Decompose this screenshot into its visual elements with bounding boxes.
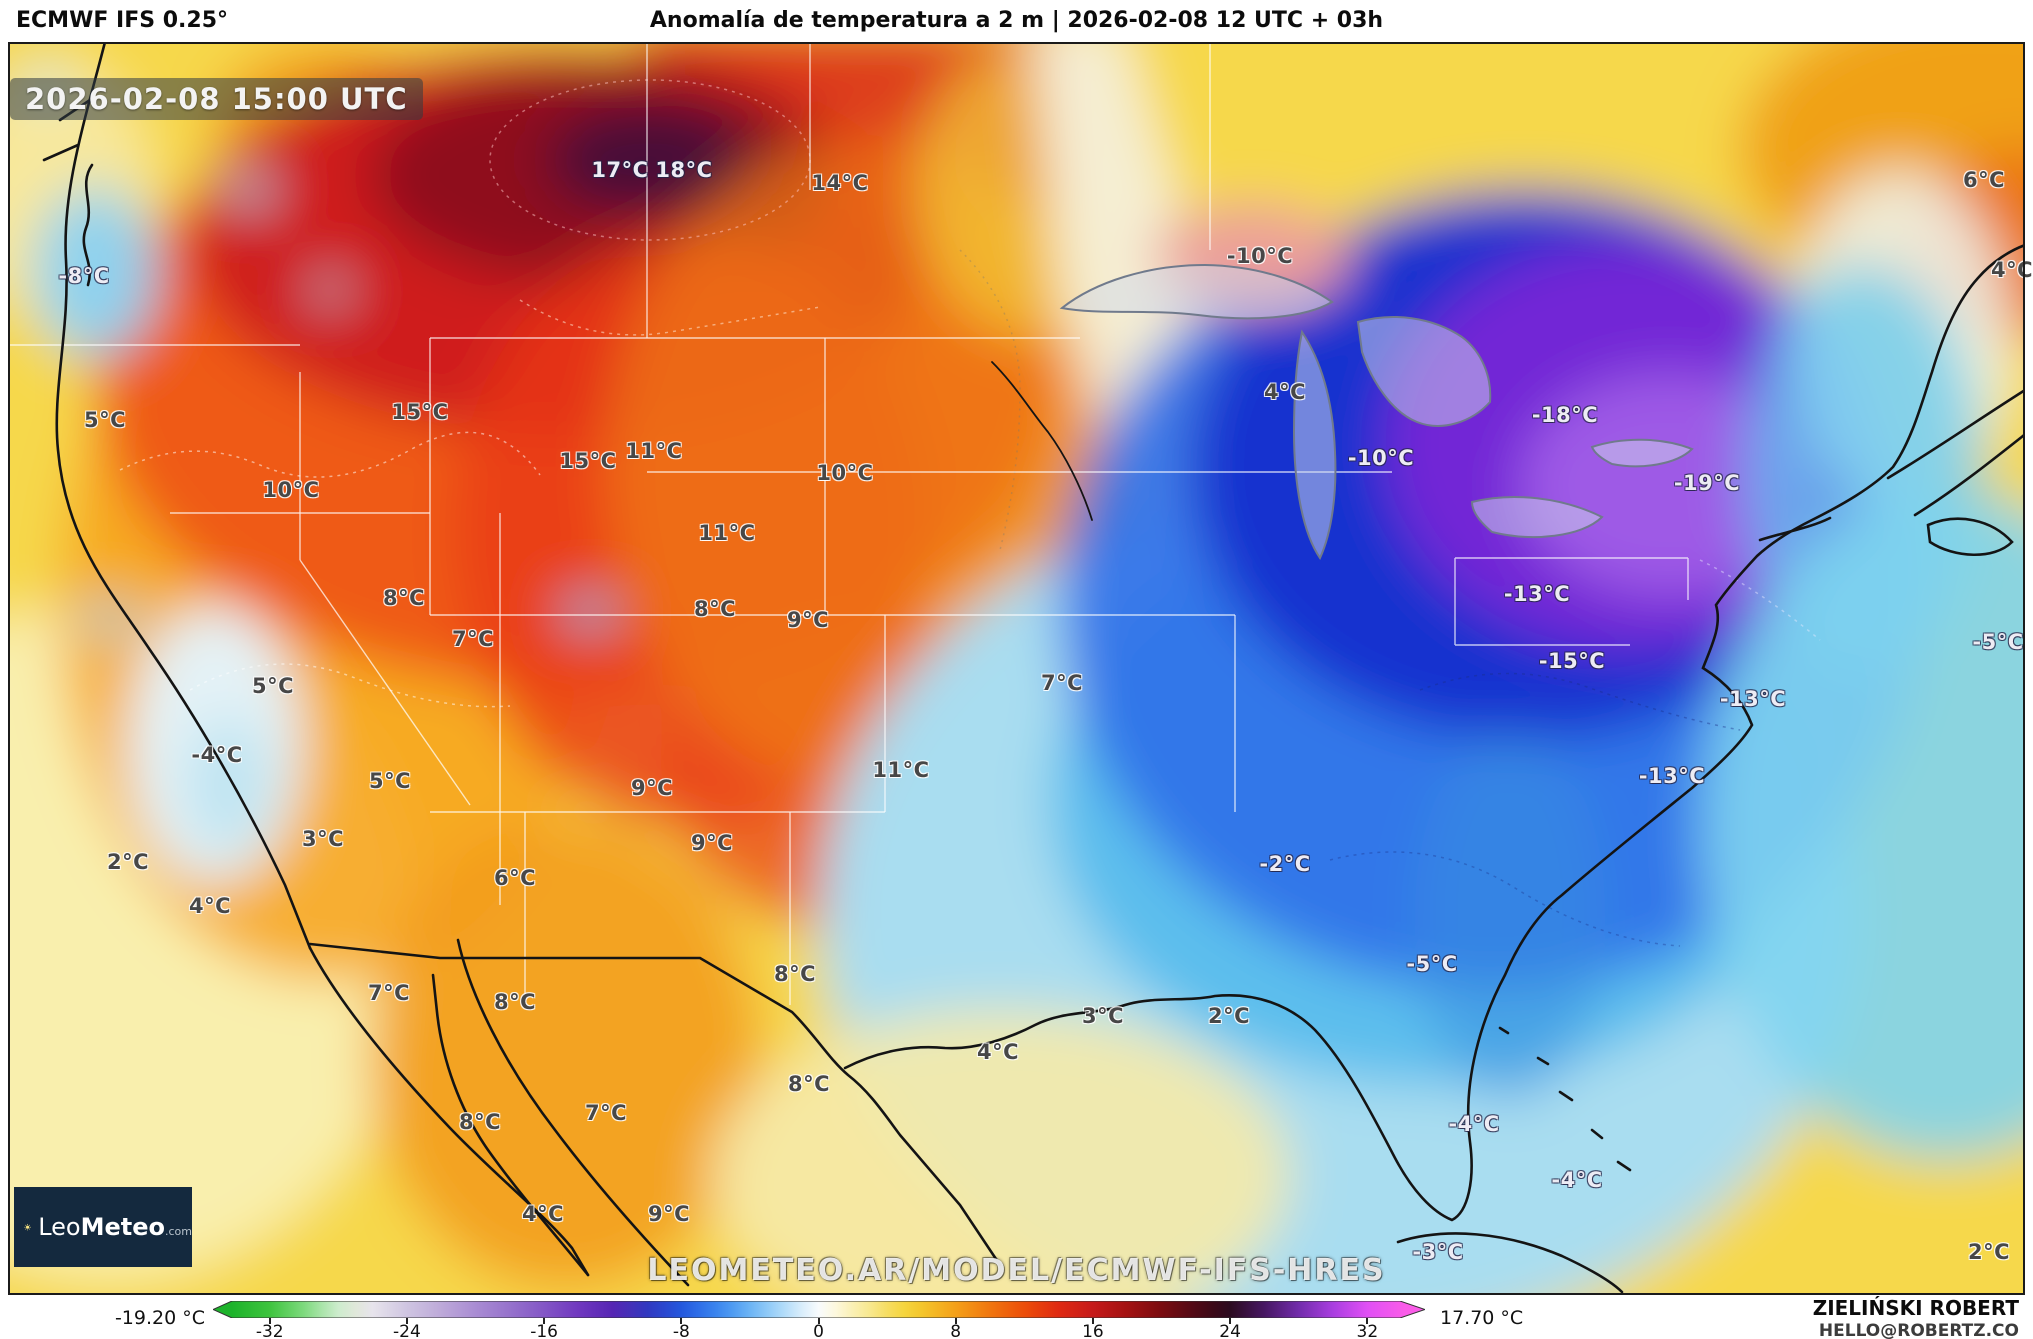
colorbar <box>213 1301 1425 1318</box>
coastlines <box>42 42 2025 1294</box>
colorbar-tick <box>954 1318 957 1324</box>
colorbar-tick-label: 8 <box>950 1322 962 1339</box>
colorbar-tick-label: 24 <box>1219 1322 1241 1339</box>
scale-min-value: -19.20 °C <box>114 1307 205 1329</box>
sun-icon <box>24 1223 31 1231</box>
logo-text: LeoMeteo.com <box>38 1213 192 1241</box>
credit-name: ZIELIŃSKI ROBERT <box>1812 1296 2019 1320</box>
colorbar-tick <box>680 1318 683 1324</box>
timestamp-badge: 2026-02-08 15:00 UTC <box>10 78 423 120</box>
color-scale-row: -19.20 °C -32 -24 -16 -8 0 8 16 24 32 17.70 °C Z… <box>0 1295 2033 1339</box>
colorbar-tick-label: -32 <box>255 1322 284 1339</box>
colorbar-tick <box>543 1318 546 1324</box>
colorbar-tick-label: 16 <box>1082 1322 1104 1339</box>
colorbar-tick <box>1366 1318 1369 1324</box>
colorbar-tick-label: 32 <box>1356 1322 1379 1339</box>
colorbar-tick-label: 0 <box>813 1322 824 1339</box>
colorbar-tick <box>1229 1318 1232 1324</box>
leometeo-logo: LeoMeteo.com <box>14 1187 192 1267</box>
great-lakes <box>1059 263 1694 561</box>
colorbar-tick-label: -16 <box>530 1322 559 1339</box>
colorbar-tick-label: -24 <box>393 1322 421 1339</box>
scale-max-value: 17.70 °C <box>1440 1307 1524 1329</box>
credit-email: HELLO@ROBERTZ.CO <box>1818 1321 2019 1339</box>
colorbar-tick <box>817 1318 820 1324</box>
colorbar-tick <box>405 1318 408 1324</box>
model-name: ECMWF IFS 0.25° <box>16 8 229 33</box>
watermark: LEOMETEO.AR/MODEL/ECMWF-IFS-HRES <box>647 1253 1386 1288</box>
colorbar-tick-label: -8 <box>672 1322 690 1339</box>
state-borders <box>8 42 1689 1008</box>
colorbar-tick <box>268 1318 271 1324</box>
page-title: Anomalía de temperatura a 2 m | 2026-02-… <box>649 8 1384 33</box>
colorbar-tick <box>1091 1318 1094 1324</box>
